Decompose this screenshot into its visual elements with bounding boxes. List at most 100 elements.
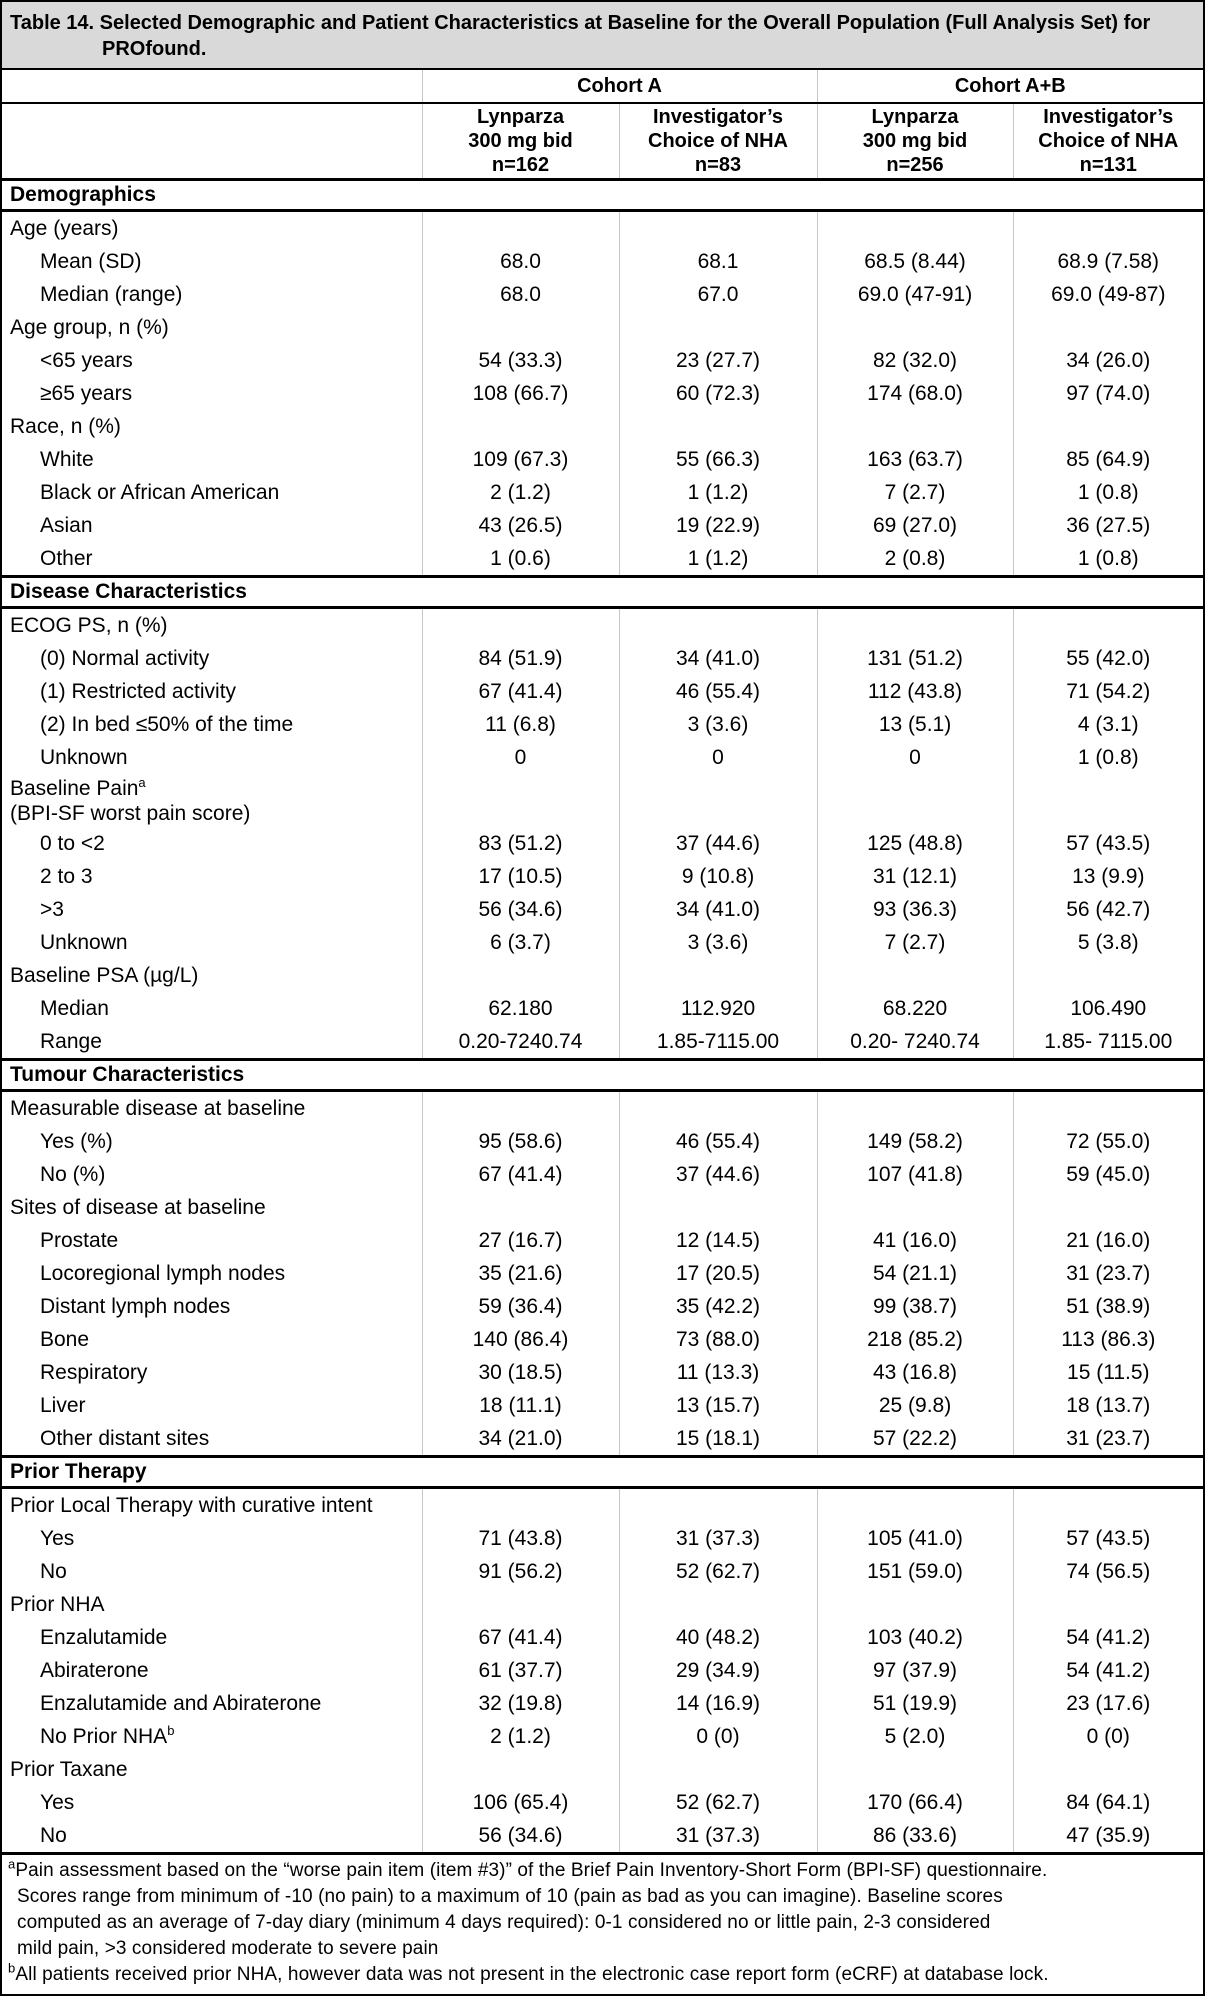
row-label: Bone <box>2 1323 422 1356</box>
row-label: (0) Normal activity <box>2 642 422 675</box>
table-header: Cohort A Cohort A+B Lynparza 300 mg bid n=1… <box>2 70 1203 181</box>
row-label-text: Other <box>40 546 93 570</box>
row-label-text: Locoregional lymph nodes <box>40 1261 286 1285</box>
arm-header-line: 300 mg bid <box>862 130 968 152</box>
value-cell: 4 (3.1) <box>1012 708 1203 741</box>
value-cell: 0 (0) <box>618 1720 818 1753</box>
arm-column-header: Investigator’s Choice of NHA n=131 <box>1012 103 1203 181</box>
value-cell: 15 (11.5) <box>1012 1356 1203 1389</box>
value-cell <box>421 607 619 642</box>
value-cell: 9 (10.8) <box>618 860 818 893</box>
value-cell: 31 (23.7) <box>1012 1257 1203 1290</box>
value-cell: 57 (22.2) <box>816 1422 1014 1457</box>
row-label-text: <65 years <box>40 348 133 372</box>
value-cell <box>1012 774 1203 827</box>
row-label-text: Yes (%) <box>40 1129 113 1153</box>
row-label: Prior Local Therapy with curative intent <box>2 1488 422 1523</box>
table-row: No 56 (34.6) 31 (37.3) 86 (33.6) 47 (35.9) <box>2 1819 1203 1852</box>
cohort-group-header: Cohort A <box>421 70 818 104</box>
row-label: Sites of disease at baseline <box>2 1191 422 1224</box>
value-cell: 84 (64.1) <box>1012 1786 1203 1819</box>
value-cell: 31 (37.3) <box>618 1819 818 1852</box>
value-cell <box>421 1090 619 1125</box>
table-row: 0 to <2 83 (51.2) 37 (44.6) 125 (48.8) 57 (4… <box>2 827 1203 860</box>
value-cell: 5 (3.8) <box>1012 926 1203 959</box>
row-label: ≥65 years <box>2 377 422 410</box>
value-cell: 12 (14.5) <box>618 1224 818 1257</box>
value-cell: 40 (48.2) <box>618 1621 818 1654</box>
row-label-text: Baseline Pain <box>10 776 139 800</box>
table-row: Enzalutamide 67 (41.4) 40 (48.2) 103 (40.2)… <box>2 1621 1203 1654</box>
row-label: Age (years) <box>2 211 422 246</box>
table-row: ≥65 years 108 (66.7) 60 (72.3) 174 (68.0) 97… <box>2 377 1203 410</box>
value-cell: 0 (0) <box>1012 1720 1203 1753</box>
row-label-text: No Prior NHA <box>40 1724 168 1748</box>
arm-header-line: n=131 <box>1079 154 1137 176</box>
table-row: Measurable disease at baseline <box>2 1090 1203 1125</box>
table-row: Locoregional lymph nodes 35 (21.6) 17 (20.… <box>2 1257 1203 1290</box>
value-cell <box>618 1753 818 1786</box>
row-label: Baseline Paina (BPI-SF worst pain score) <box>2 774 422 827</box>
row-label-text: 0 to <2 <box>40 831 105 855</box>
value-cell <box>816 959 1014 992</box>
value-cell: 43 (16.8) <box>816 1356 1014 1389</box>
value-cell: 125 (48.8) <box>816 827 1014 860</box>
value-cell <box>816 311 1014 344</box>
value-cell: 31 (23.7) <box>1012 1422 1203 1457</box>
value-cell: 3 (3.6) <box>618 926 818 959</box>
value-cell: 34 (41.0) <box>618 893 818 926</box>
footnote-marker: a <box>8 1856 16 1872</box>
value-cell: 56 (42.7) <box>1012 893 1203 926</box>
value-cell: 61 (37.7) <box>421 1654 619 1687</box>
row-label: Black or African American <box>2 476 422 509</box>
table-row: >3 56 (34.6) 34 (41.0) 93 (36.3) 56 (42.7) <box>2 893 1203 926</box>
table-row: Yes 106 (65.4) 52 (62.7) 170 (66.4) 84 (64.1… <box>2 1786 1203 1819</box>
value-cell: 1 (0.8) <box>1012 542 1203 577</box>
value-cell: 55 (66.3) <box>618 443 818 476</box>
table-row: Age group, n (%) <box>2 311 1203 344</box>
section-heading: Disease Characteristics <box>2 575 1203 609</box>
footnote-marker-ref: b <box>167 1722 175 1738</box>
value-cell: 163 (63.7) <box>816 443 1014 476</box>
value-cell: 1 (1.2) <box>618 542 818 577</box>
footnote-line: Scores range from minimum of -10 (no pai… <box>17 1886 1003 1907</box>
table-row: Baseline Paina (BPI-SF worst pain score) <box>2 774 1203 827</box>
value-cell: 72 (55.0) <box>1012 1125 1203 1158</box>
row-label: Yes (%) <box>2 1125 422 1158</box>
value-cell: 73 (88.0) <box>618 1323 818 1356</box>
value-cell: 59 (36.4) <box>421 1290 619 1323</box>
row-label-text: White <box>40 447 94 471</box>
value-cell: 47 (35.9) <box>1012 1819 1203 1852</box>
value-cell: 43 (26.5) <box>421 509 619 542</box>
value-cell: 52 (62.7) <box>618 1555 818 1588</box>
row-label-text: Enzalutamide <box>40 1625 168 1649</box>
value-cell: 37 (44.6) <box>618 827 818 860</box>
row-label: Prior NHA <box>2 1588 422 1621</box>
table-row: Black or African American 2 (1.2) 1 (1.2) 7… <box>2 476 1203 509</box>
section-header-row: Demographics <box>2 178 1203 212</box>
row-label: Liver <box>2 1389 422 1422</box>
value-cell <box>618 1090 818 1125</box>
value-cell: 1 (0.8) <box>1012 741 1203 774</box>
arm-header-line: n=162 <box>491 154 550 176</box>
section-header-row: Prior Therapy <box>2 1455 1203 1489</box>
value-cell: 36 (27.5) <box>1012 509 1203 542</box>
value-cell: 140 (86.4) <box>421 1323 619 1356</box>
value-cell: 109 (67.3) <box>421 443 619 476</box>
value-cell: 62.180 <box>421 992 619 1025</box>
value-cell: 31 (12.1) <box>816 860 1014 893</box>
table-row: Sites of disease at baseline <box>2 1191 1203 1224</box>
arm-column-header: Investigator’s Choice of NHA n=83 <box>618 103 818 181</box>
value-cell <box>421 410 619 443</box>
characteristics-table: Cohort A Cohort A+B Lynparza 300 mg bid n=1… <box>2 70 1203 1852</box>
value-cell: 13 (5.1) <box>816 708 1014 741</box>
table-row: Other distant sites 34 (21.0) 15 (18.1) 57 … <box>2 1422 1203 1457</box>
value-cell: 108 (66.7) <box>421 377 619 410</box>
table-row: 2 to 3 17 (10.5) 9 (10.8) 31 (12.1) 13 (9.9) <box>2 860 1203 893</box>
table-row: Prior Local Therapy with curative intent <box>2 1487 1203 1523</box>
row-label: Enzalutamide and Abiraterone <box>2 1687 422 1720</box>
value-cell: 67 (41.4) <box>421 1158 619 1191</box>
table-row: Respiratory 30 (18.5) 11 (13.3) 43 (16.8) 15… <box>2 1356 1203 1389</box>
value-cell: 68.220 <box>816 992 1014 1025</box>
value-cell: 46 (55.4) <box>618 1125 818 1158</box>
